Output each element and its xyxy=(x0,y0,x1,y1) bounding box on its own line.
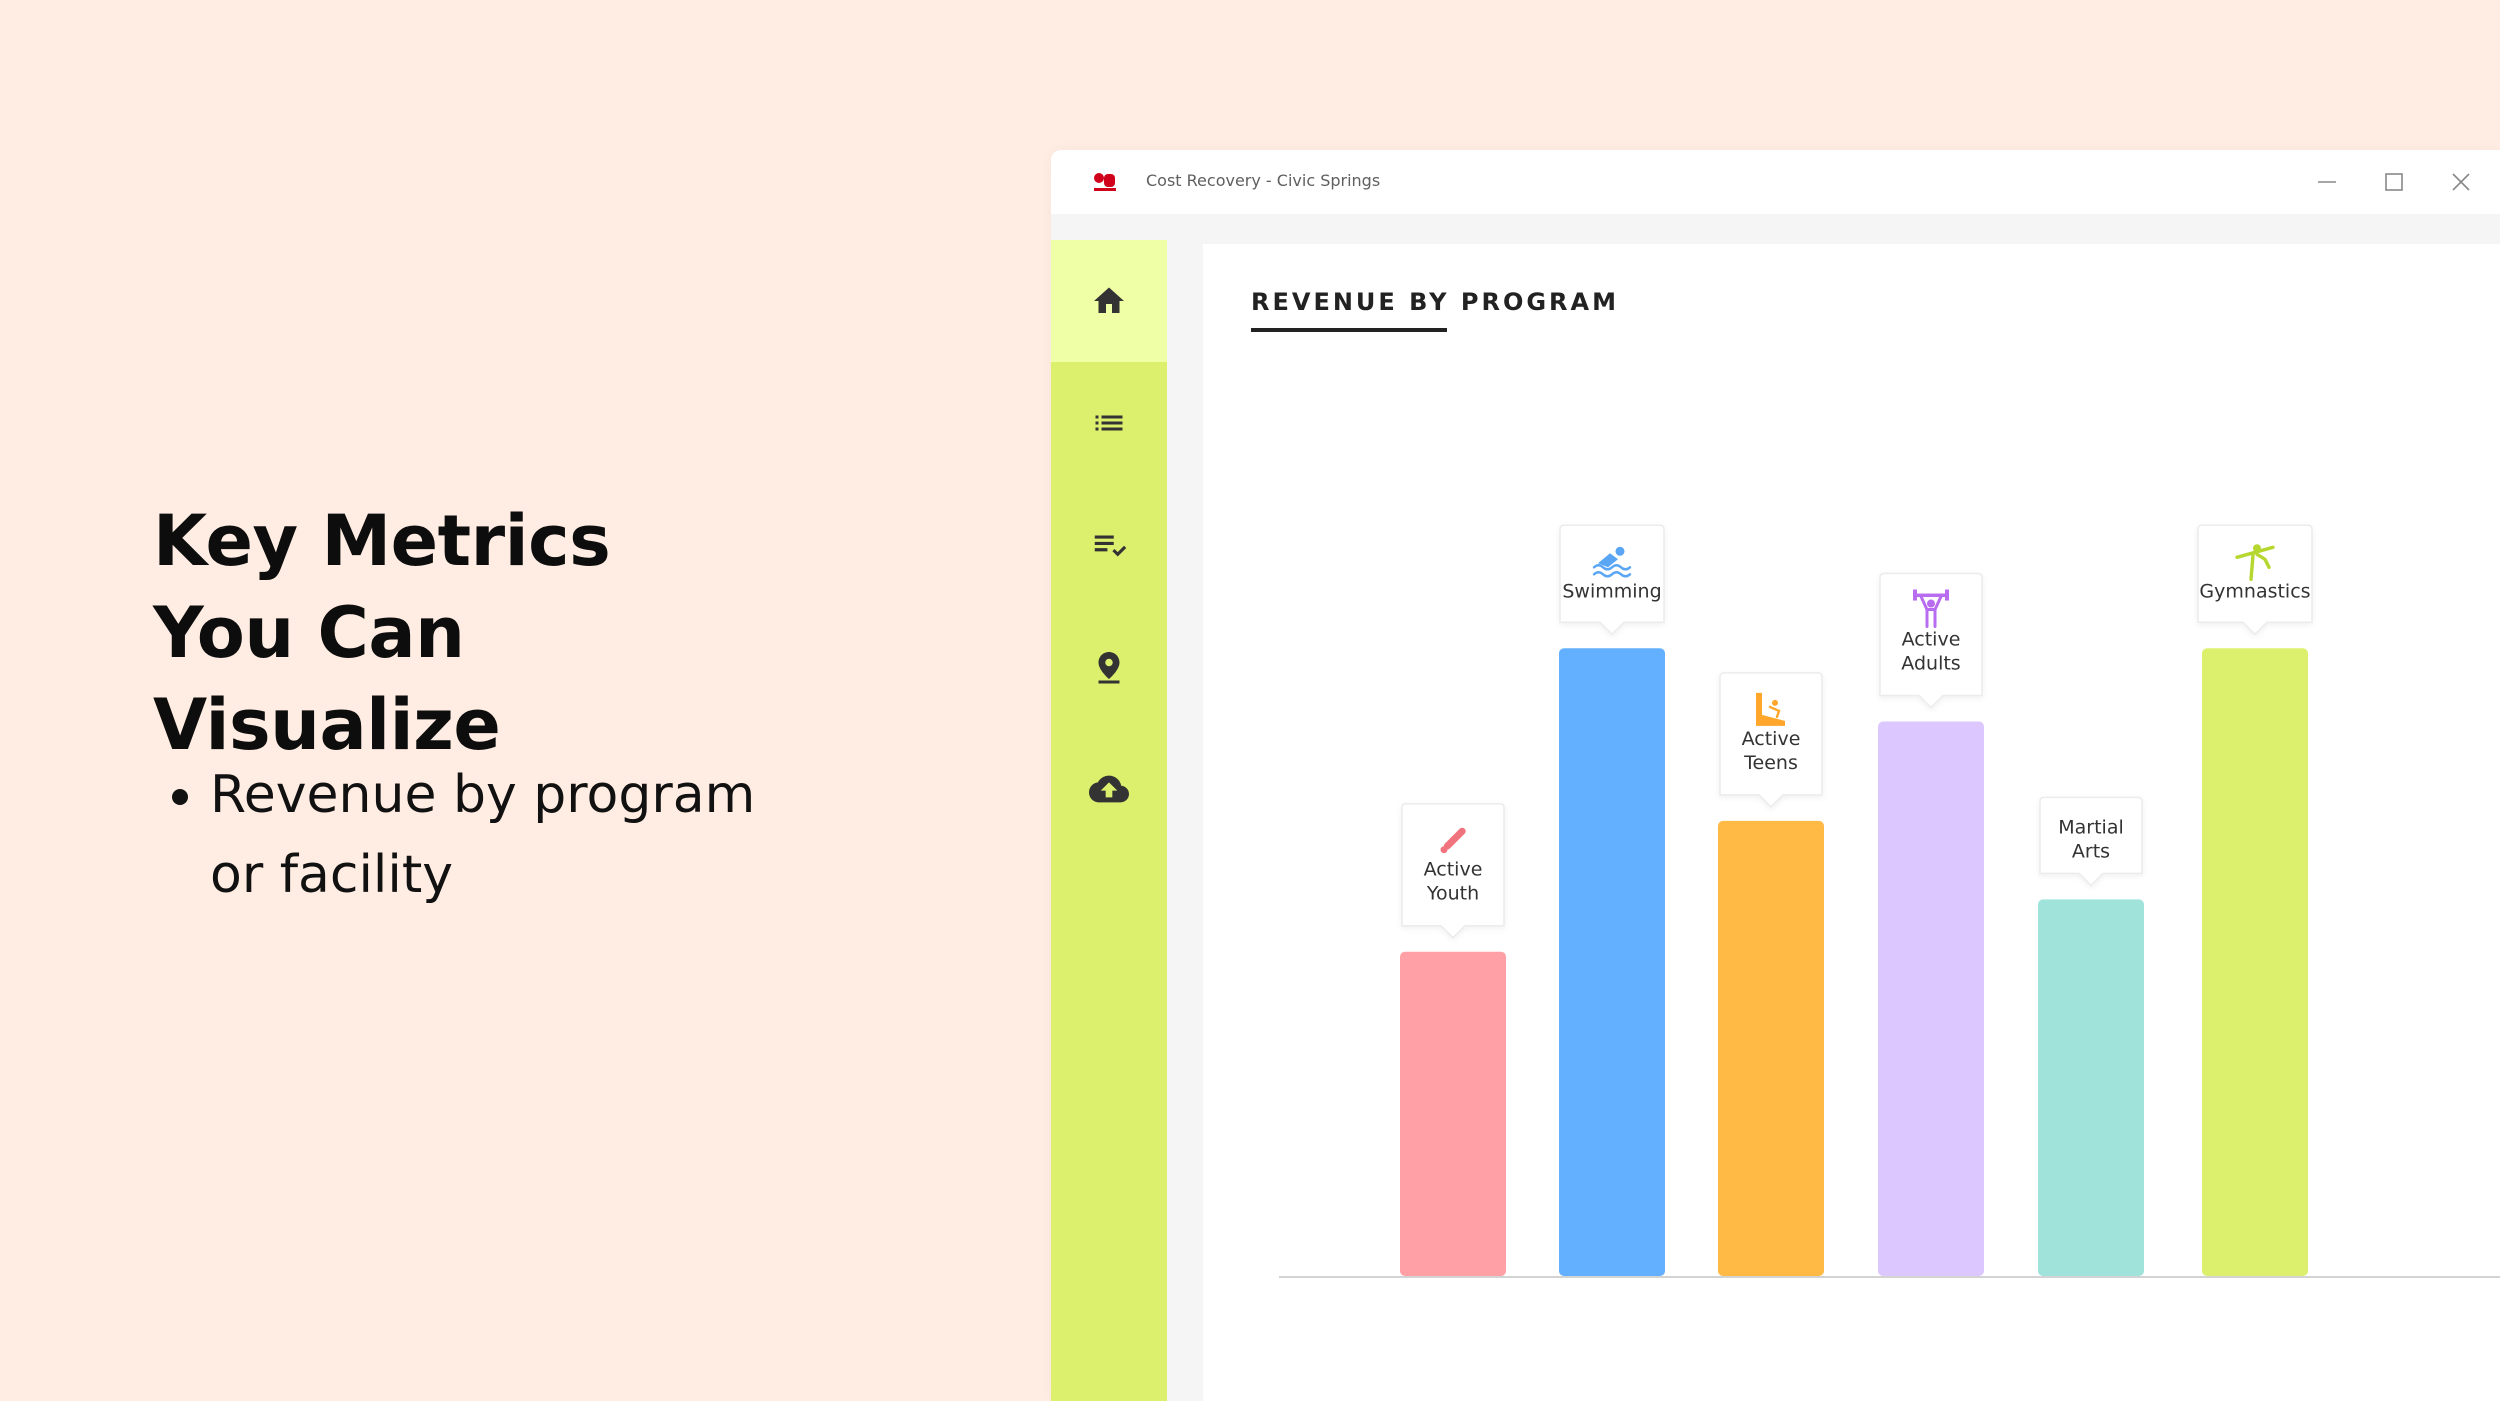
chart-bar xyxy=(2038,899,2144,1276)
minimize-icon xyxy=(2318,181,2336,183)
slide-bullet-list: Revenue by program or facility xyxy=(160,755,770,915)
chart-label-callout xyxy=(1719,672,1823,808)
chart-category-label: Adults xyxy=(1901,653,1960,675)
list-icon xyxy=(1095,415,1123,431)
chart-panel: REVENUE BY PROGRAM Active Youth Swimming Ac… xyxy=(1203,244,2500,1401)
chart-bar xyxy=(1559,648,1665,1276)
chart-title: REVENUE BY PROGRAM xyxy=(1251,288,1619,316)
revenue-bar-chart: ActiveYouthSwimmingActiveTeensActiveAdul… xyxy=(1279,524,2500,1278)
chart-label-callout xyxy=(1401,802,1505,939)
nav-item-home[interactable] xyxy=(1051,240,1167,362)
minimize-button[interactable] xyxy=(2309,164,2345,200)
chart-category-label: Gymnastics xyxy=(2199,580,2310,602)
chart-category-label: Active xyxy=(1902,629,1961,651)
nav-item-upload[interactable] xyxy=(1051,728,1167,850)
chart-category-label: Martial xyxy=(2058,816,2124,838)
cloud-upload-icon xyxy=(1089,775,1129,803)
chart-category-label: Arts xyxy=(2072,840,2110,862)
close-button[interactable] xyxy=(2443,164,2479,200)
app-window: Cost Recovery - Civic Springs REVENUE BY… xyxy=(1051,150,2500,1401)
chart-bar xyxy=(1718,820,1824,1276)
window-title: Cost Recovery - Civic Springs xyxy=(1146,171,1381,190)
close-icon xyxy=(2452,173,2470,191)
gymnast-icon xyxy=(2235,544,2275,582)
slide-headline: Key Metrics You Can Visualize xyxy=(153,500,611,766)
chart-category-label: Active xyxy=(1742,728,1801,750)
chart-category-label: Active xyxy=(1424,859,1483,881)
bat-icon xyxy=(1440,827,1466,854)
chart-label-callout xyxy=(1559,524,1665,636)
nav-item-checklist[interactable] xyxy=(1051,484,1167,606)
chart-category-label: Youth xyxy=(1426,883,1479,905)
weightlifter-icon xyxy=(1913,589,1949,629)
nav-item-location[interactable] xyxy=(1051,606,1167,728)
chart-title-underline xyxy=(1251,328,1447,332)
chart-bar xyxy=(1400,951,1506,1276)
chart-category-label: Swimming xyxy=(1562,580,1661,602)
chart-bar xyxy=(1878,721,1984,1276)
chart-label-callout xyxy=(2197,524,2313,636)
swimmer-icon xyxy=(1592,546,1632,578)
location-pin-icon xyxy=(1098,652,1120,684)
maximize-icon xyxy=(2385,173,2403,191)
chart-label-callout xyxy=(2039,796,2143,887)
window-titlebar: Cost Recovery - Civic Springs xyxy=(1051,150,2500,214)
sidebar-nav xyxy=(1051,240,1167,1401)
chart-bar xyxy=(2202,648,2308,1276)
app-logo-icon xyxy=(1094,173,1116,191)
ski-slope-icon xyxy=(1756,692,1785,726)
chart-label-callout xyxy=(1879,572,1983,709)
maximize-button[interactable] xyxy=(2376,164,2412,200)
nav-item-list[interactable] xyxy=(1051,362,1167,484)
checklist-icon xyxy=(1094,535,1127,557)
chart-category-label: Teens xyxy=(1743,752,1798,774)
bullet-item: Revenue by program or facility xyxy=(210,755,770,915)
home-icon xyxy=(1094,287,1124,313)
